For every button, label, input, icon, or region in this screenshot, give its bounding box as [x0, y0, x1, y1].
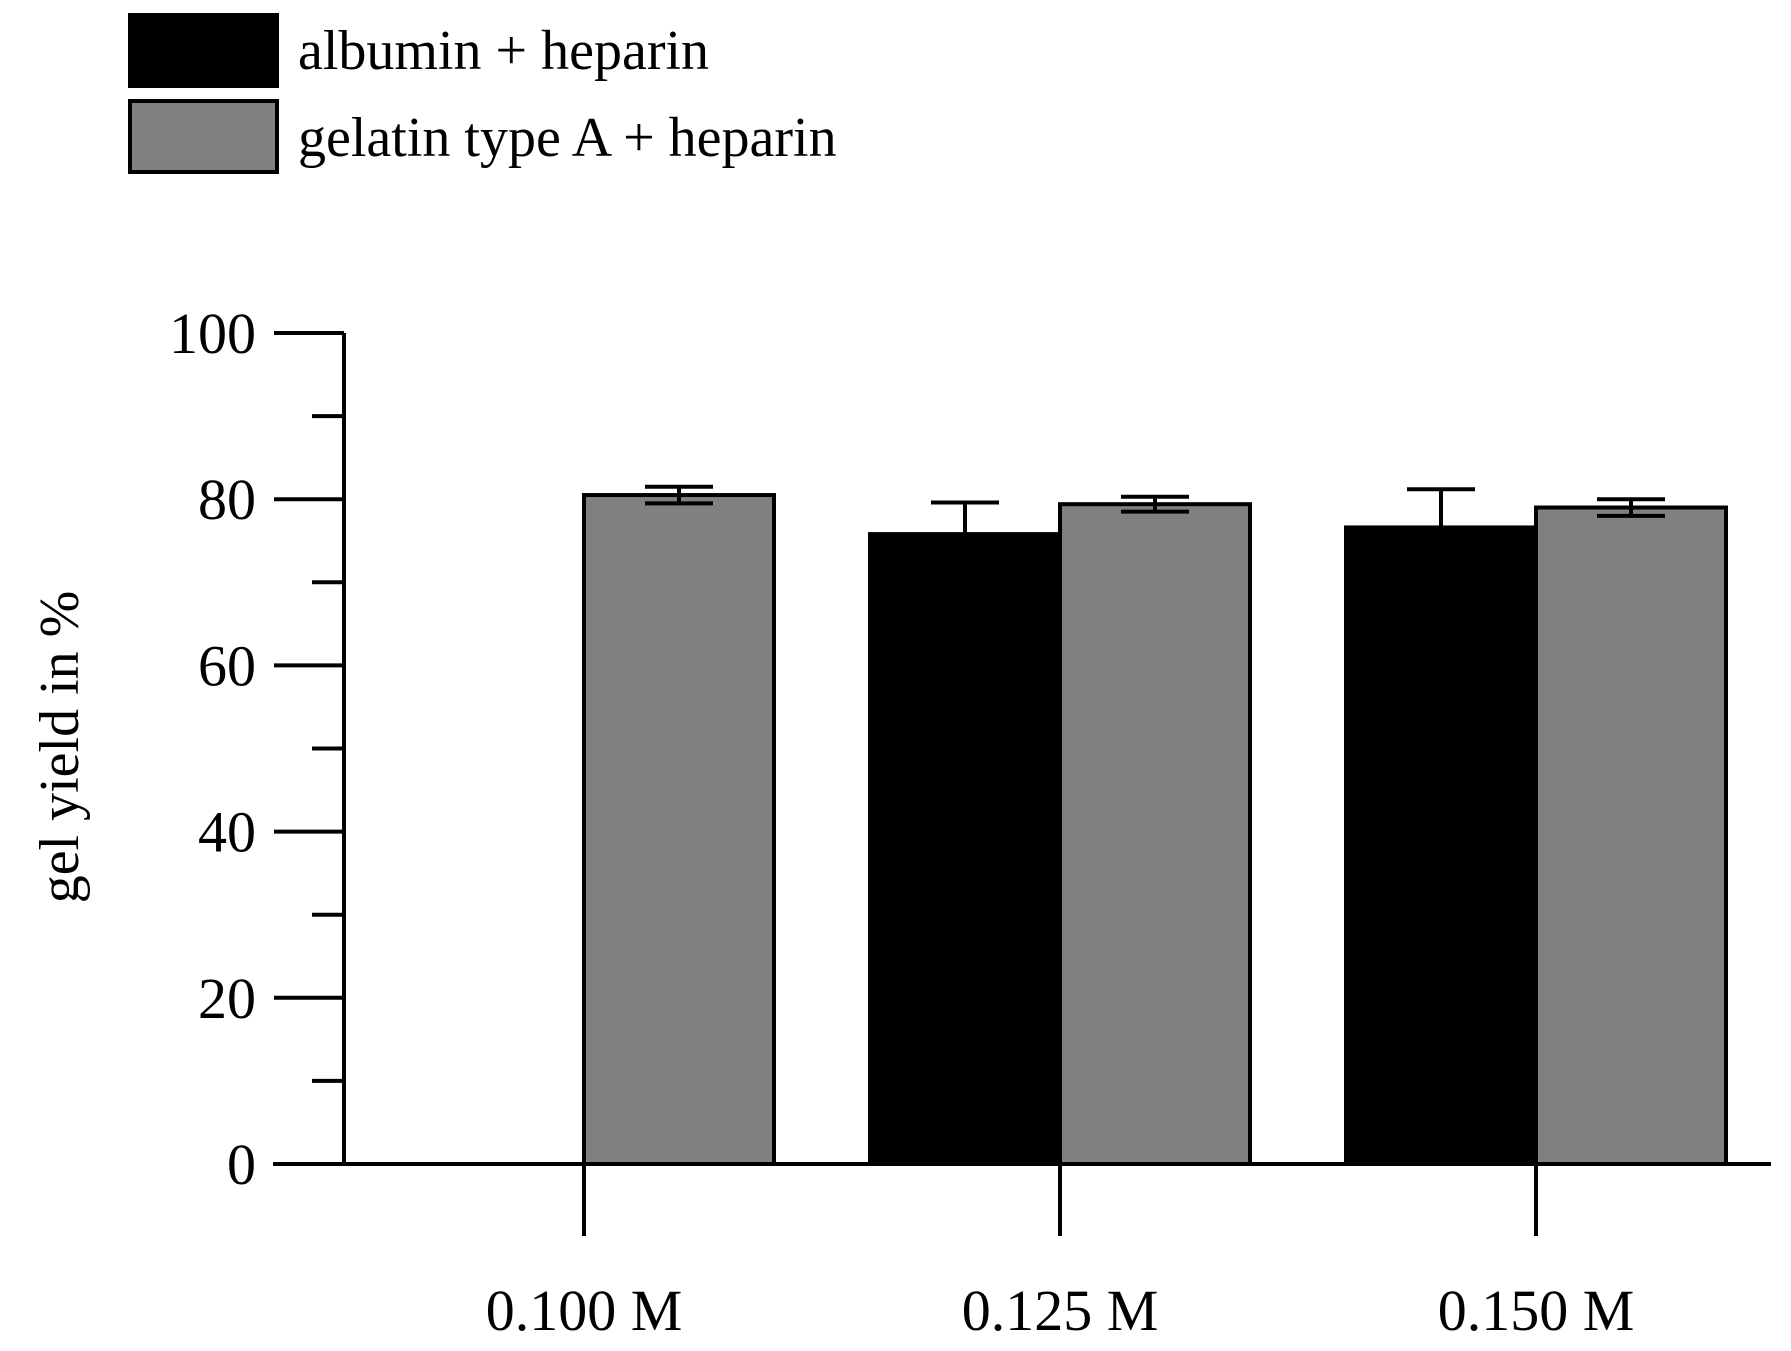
bar-albumin-heparin-3	[1344, 525, 1538, 1166]
y-ticks-layer: 0 20 40 60 80 100	[169, 301, 344, 1197]
legend-swatch-albumin-heparin	[128, 13, 279, 88]
legend-swatch-gelatin-heparin	[128, 99, 279, 174]
y-tick-label-0: 0	[227, 1132, 256, 1197]
x-ticks-layer: 0.100 M 0.125 M 0.150 M	[486, 1164, 1635, 1343]
bar-gelatin-type-a-heparin-3	[1534, 505, 1728, 1166]
legend-label-albumin-heparin: albumin + heparin	[298, 20, 709, 82]
bar-albumin-heparin-2	[868, 532, 1062, 1166]
bar-gelatin-type-a-heparin-1	[582, 493, 776, 1167]
x-tick-label-1: 0.100 M	[486, 1278, 683, 1343]
legend-label-gelatin-heparin: gelatin type A + heparin	[298, 107, 837, 169]
bar-gelatin-type-a-heparin-2	[1058, 502, 1252, 1167]
y-tick-label-40: 40	[198, 800, 256, 865]
error-bars-layer	[645, 484, 1665, 535]
y-tick-label-80: 80	[198, 467, 256, 532]
y-tick-label-20: 20	[198, 966, 256, 1031]
legend: albumin + heparin gelatin type A + hepar…	[128, 13, 837, 174]
y-axis-label: gel yield in %	[29, 591, 91, 904]
y-tick-label-100: 100	[169, 301, 256, 366]
x-tick-label-2: 0.125 M	[962, 1278, 1159, 1343]
x-tick-label-3: 0.150 M	[1438, 1278, 1635, 1343]
bars-layer	[582, 493, 1728, 1167]
y-tick-label-60: 60	[198, 633, 256, 698]
